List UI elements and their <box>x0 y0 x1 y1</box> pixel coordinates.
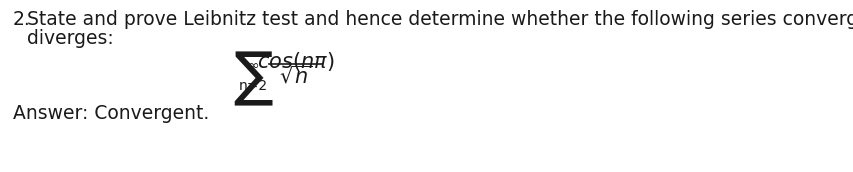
Text: State and prove Leibnitz test and hence determine whether the following series c: State and prove Leibnitz test and hence … <box>27 10 853 29</box>
Text: $\sqrt{n}$: $\sqrt{n}$ <box>279 65 312 87</box>
Text: $\sum$: $\sum$ <box>233 50 273 108</box>
Text: Answer: Convergent.: Answer: Convergent. <box>13 104 209 123</box>
Text: $cos(n\pi)$: $cos(n\pi)$ <box>257 50 334 73</box>
Text: diverges:: diverges: <box>27 29 113 48</box>
Text: 2.: 2. <box>13 10 31 29</box>
Text: n=2: n=2 <box>238 79 267 93</box>
Text: ∞: ∞ <box>247 59 258 73</box>
